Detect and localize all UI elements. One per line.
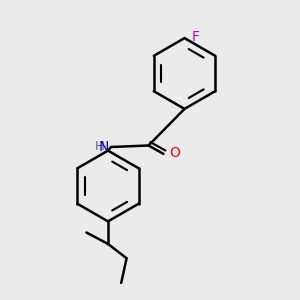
- Text: N: N: [99, 140, 110, 154]
- Text: H: H: [94, 140, 104, 153]
- Text: F: F: [192, 30, 200, 44]
- Text: O: O: [169, 146, 180, 160]
